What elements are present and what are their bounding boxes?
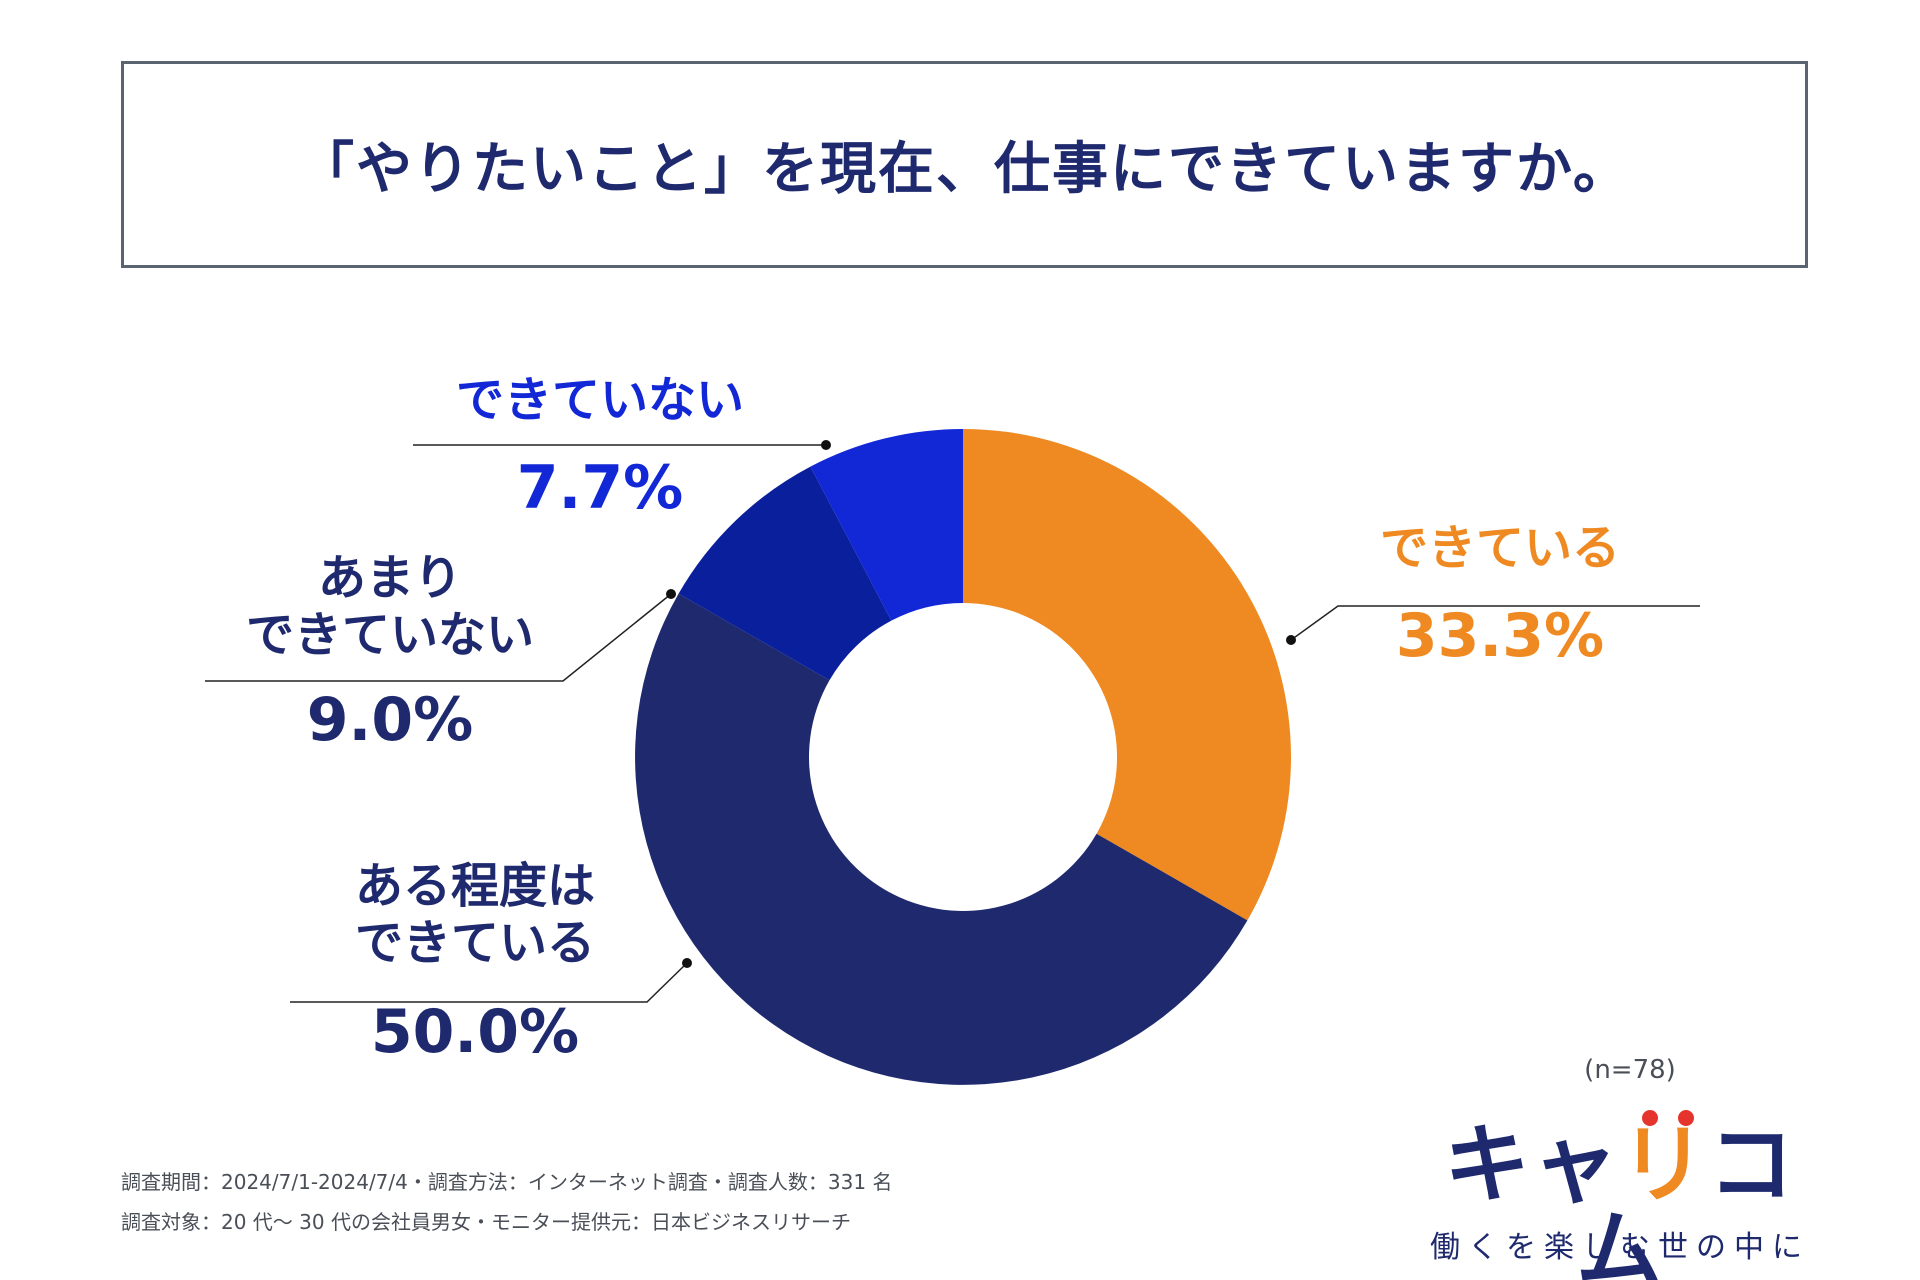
leader-dekiteinai-dot bbox=[821, 440, 831, 450]
footnote-survey-period: 調査期間：2024/7/1-2024/7/4・調査方法：インターネット調査・調査… bbox=[121, 1170, 893, 1194]
label-value: 50.0% bbox=[370, 997, 580, 1068]
label-name: できていない bbox=[455, 372, 744, 428]
leader-amari-dekiteinai-line bbox=[205, 593, 672, 682]
label-value: 9.0% bbox=[306, 685, 474, 756]
sample-size: (n=78) bbox=[1584, 1055, 1676, 1085]
leader-arutedo-dekiteiru-line bbox=[290, 962, 688, 1003]
label-dekiteiru: できている 33.3% bbox=[1350, 520, 1650, 671]
label-name: できている bbox=[1379, 520, 1620, 576]
label-value: 7.7% bbox=[516, 452, 684, 523]
logo-dot-icon bbox=[1642, 1110, 1658, 1126]
label-name: ある程度は できている bbox=[354, 858, 595, 971]
label-value: 33.3% bbox=[1395, 600, 1605, 671]
logo: キャリコム 働くを楽しむ世の中に bbox=[1430, 1110, 1810, 1280]
label-dekiteinai: できていない 7.7% bbox=[440, 372, 760, 523]
leader-dekiteiru-line bbox=[1290, 605, 1700, 641]
leader-amari-dekiteinai-dot bbox=[666, 589, 676, 599]
slice-amari-dekiteinai bbox=[678, 466, 892, 681]
leader-arutedo-dekiteiru-dot bbox=[682, 958, 692, 968]
slice-dekiteinai bbox=[810, 429, 963, 621]
label-arutedo-dekiteiru: ある程度は できている 50.0% bbox=[320, 858, 630, 1068]
leader-dekiteiru-dot bbox=[1286, 635, 1296, 645]
slice-arutedo-dekiteiru bbox=[635, 593, 1248, 1085]
logo-dot-icon bbox=[1678, 1110, 1694, 1126]
label-amari-dekiteinai: あまり できていない 9.0% bbox=[230, 550, 550, 756]
logo-wordmark: キャリコム bbox=[1444, 1115, 1796, 1280]
logo-tagline: 働くを楽しむ世の中に bbox=[1430, 1230, 1810, 1265]
title-box: 「やりたいこと」を現在、仕事にできていますか。 bbox=[121, 61, 1808, 268]
footnote-survey-target: 調査対象：20 代〜 30 代の会社員男女・モニター提供元：日本ビジネスリサーチ bbox=[121, 1210, 851, 1234]
label-name: あまり できていない bbox=[245, 550, 534, 663]
chart-title: 「やりたいこと」を現在、仕事にできていますか。 bbox=[298, 137, 1631, 202]
slice-dekiteiru bbox=[963, 429, 1291, 921]
